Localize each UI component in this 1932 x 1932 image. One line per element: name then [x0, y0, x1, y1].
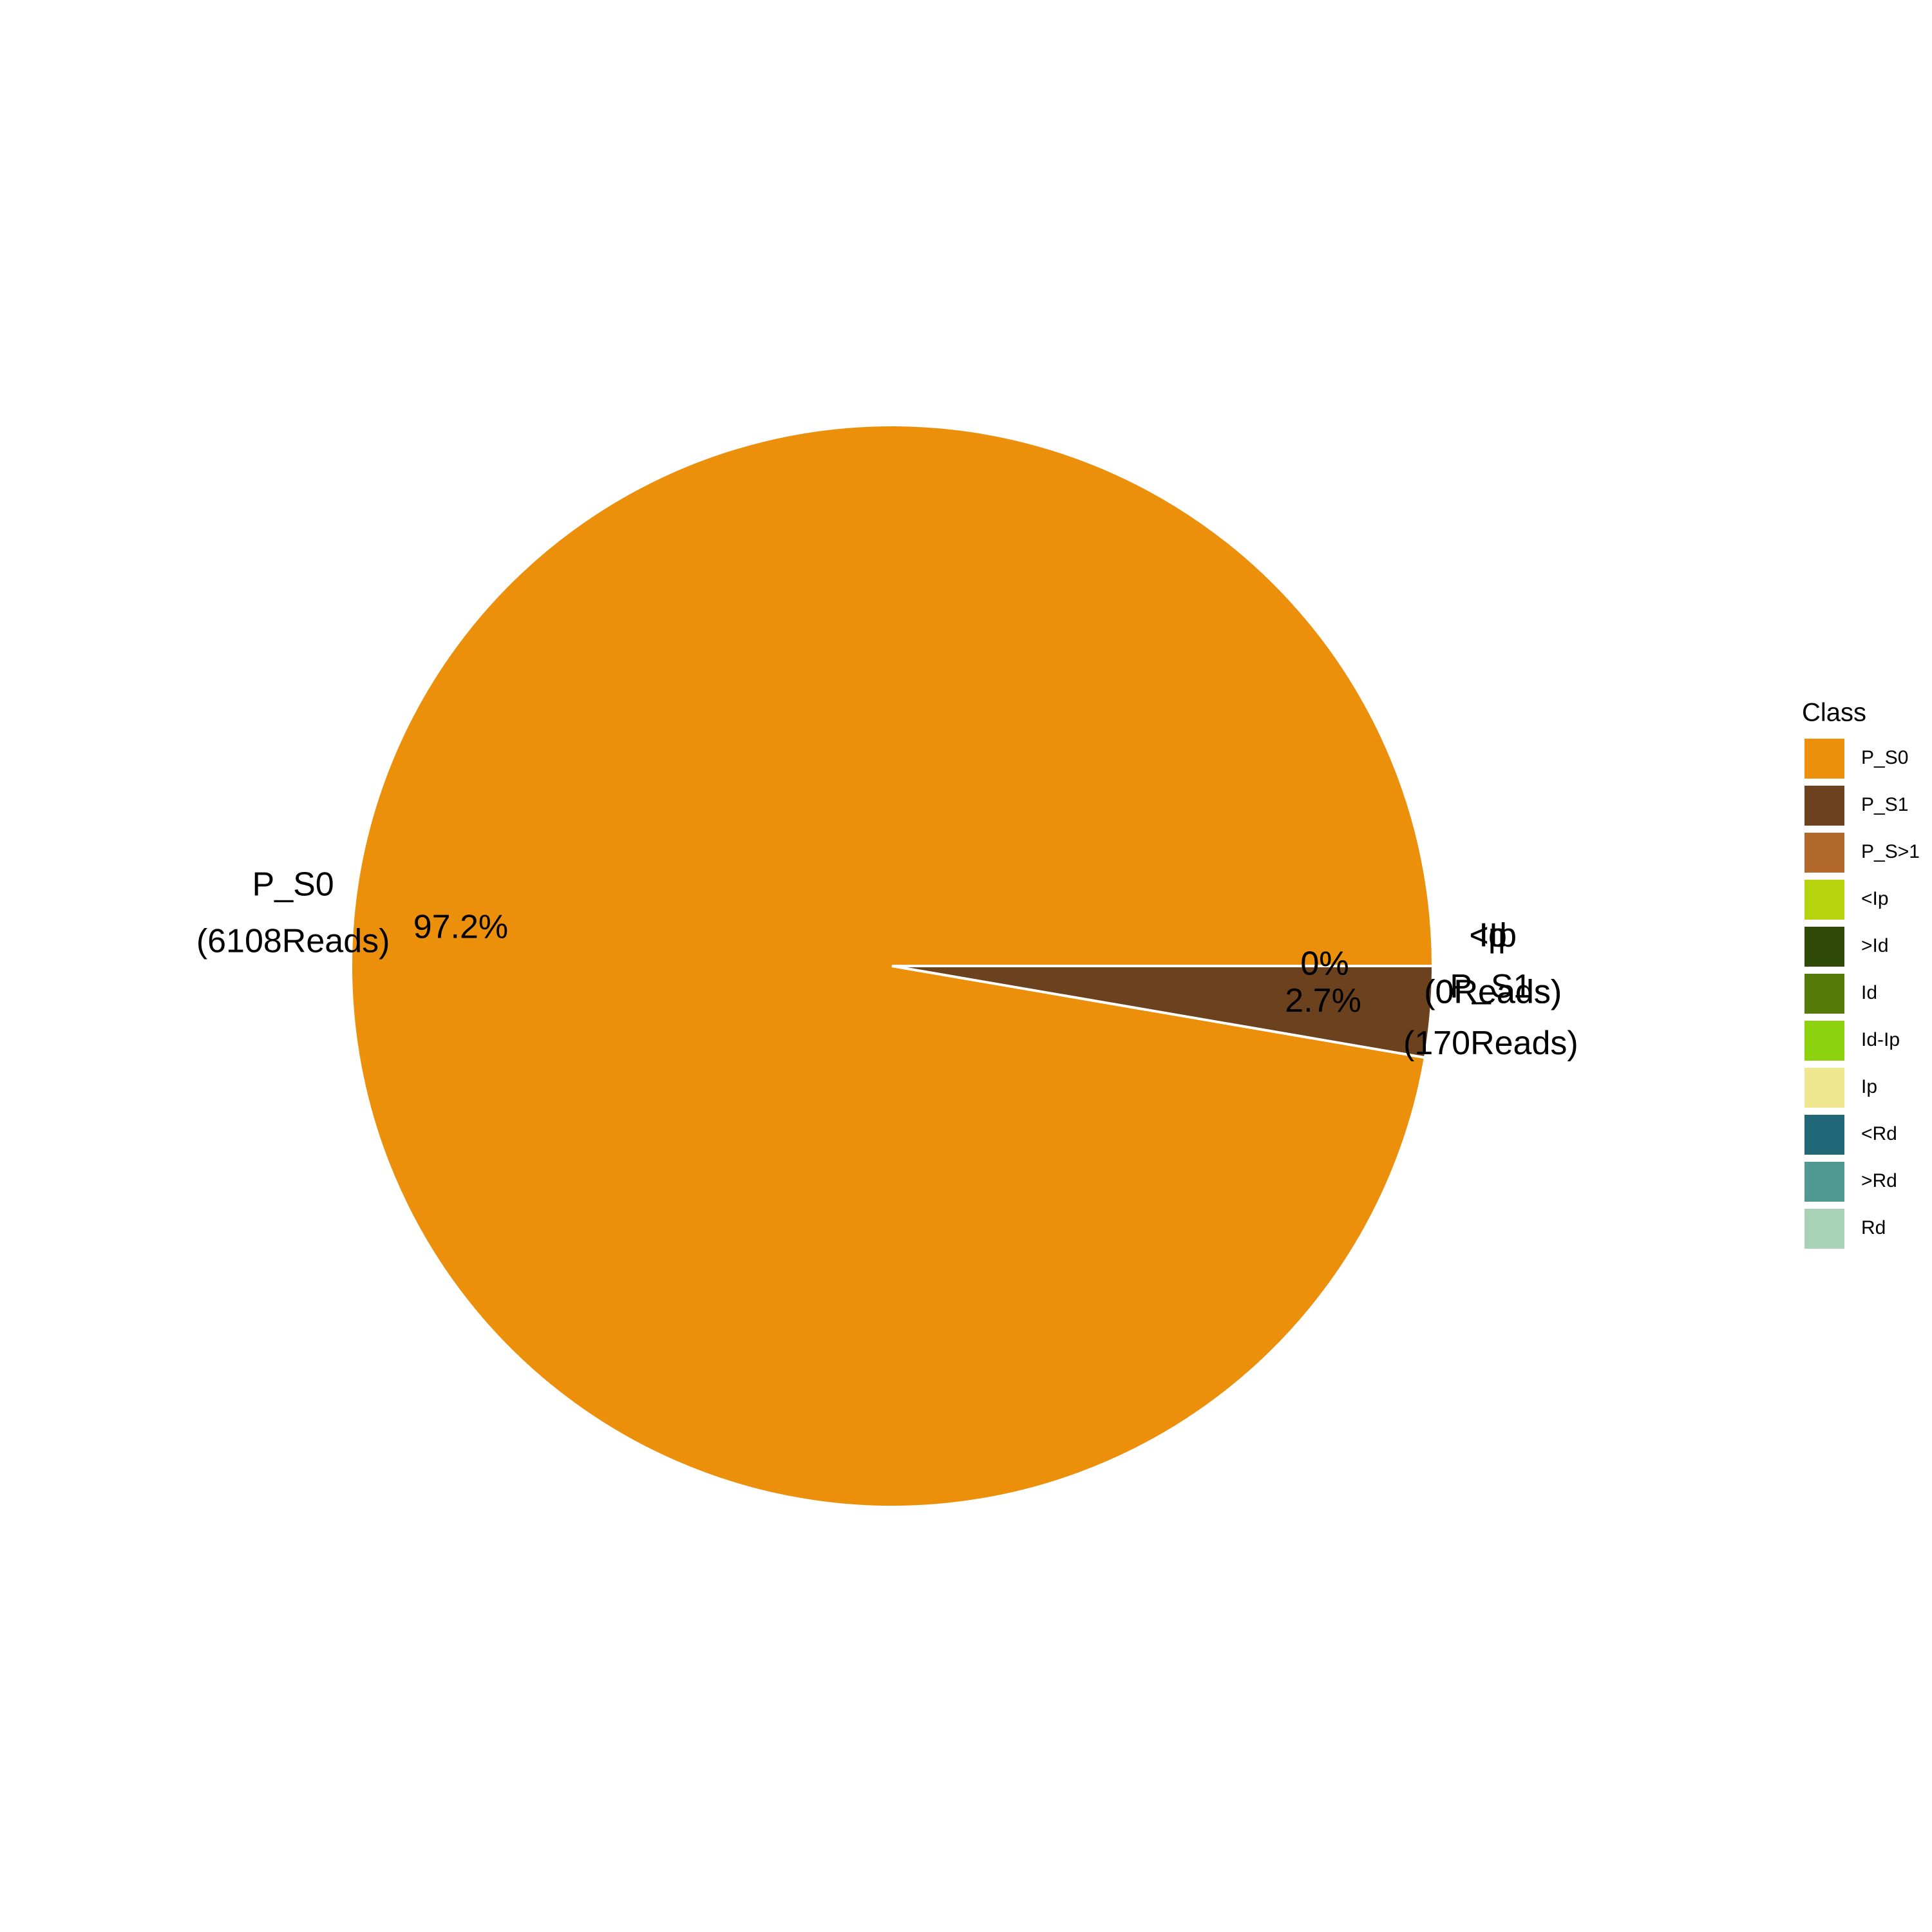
- slice-name-label-p-s0: P_S0: [252, 866, 334, 903]
- slice-reads-label-id: (0Reads): [1424, 974, 1562, 1011]
- legend-key-rd: [1804, 1209, 1844, 1249]
- slice-name-label-p-s1: P_S1: [1450, 968, 1531, 1005]
- slice-labels: 97.2% P_S0 (6108Reads) 2.7% P_S1 (170Reads) 0%…: [196, 866, 1578, 1062]
- legend-label-p-s-1: P_S>1: [1861, 841, 1920, 862]
- legend: Class P_S0 P_S1 P_S>1 <Ip >Id Id Id-Ip Ip <Rd >Rd…: [1802, 699, 1920, 1249]
- slice-name-label-id: Id: [1479, 917, 1507, 954]
- legend-label-p-s0: P_S0: [1861, 747, 1908, 768]
- slice-percent-label-p-s0: 97.2%: [413, 909, 508, 946]
- slice-percent-label-ip: 0%: [1300, 945, 1349, 983]
- legend-key-ip: [1804, 880, 1844, 920]
- slice-percent-label-p-s1: 2.7%: [1285, 982, 1361, 1019]
- slice-reads-label-ip: (0Reads): [1424, 974, 1562, 1011]
- legend-key-rd: [1804, 1115, 1844, 1155]
- slice-reads-label-p-s0: (6108Reads): [196, 922, 390, 960]
- legend-key-p-s1: [1804, 786, 1844, 826]
- legend-entries: P_S0 P_S1 P_S>1 <Ip >Id Id Id-Ip Ip <Rd >Rd Rd: [1804, 739, 1920, 1249]
- slice-name-label-ip: Ip: [1479, 917, 1507, 954]
- pie-slice-p-s1: [891, 965, 1435, 1059]
- legend-label-rd: >Rd: [1861, 1170, 1897, 1191]
- slice-reads-label-p-s1: (170Reads): [1403, 1025, 1578, 1062]
- legend-label-id: >Id: [1861, 935, 1889, 956]
- slice-name-label-ip: <Ip: [1469, 917, 1517, 954]
- slice-percent-label-id: 0%: [1300, 945, 1349, 983]
- slice-reads-label-ip: (0Reads): [1424, 974, 1562, 1011]
- legend-label-id: Id: [1861, 982, 1877, 1003]
- legend-label-p-s1: P_S1: [1861, 794, 1908, 815]
- legend-label-id-ip: Id-Ip: [1861, 1029, 1900, 1050]
- legend-label-ip: Ip: [1861, 1076, 1877, 1097]
- legend-key-id: [1804, 974, 1844, 1014]
- pie-slices: [350, 424, 1435, 1508]
- legend-key-id: [1804, 927, 1844, 967]
- legend-key-p-s0: [1804, 739, 1844, 779]
- legend-label-ip: <Ip: [1861, 888, 1889, 909]
- legend-key-rd: [1804, 1162, 1844, 1202]
- legend-label-rd: <Rd: [1861, 1123, 1897, 1144]
- legend-label-rd: Rd: [1861, 1217, 1886, 1238]
- legend-key-p-s-1: [1804, 833, 1844, 873]
- legend-key-id-ip: [1804, 1021, 1844, 1061]
- legend-key-ip: [1804, 1068, 1844, 1108]
- slice-percent-label-ip: 0%: [1300, 945, 1349, 983]
- legend-title: Class: [1802, 699, 1866, 727]
